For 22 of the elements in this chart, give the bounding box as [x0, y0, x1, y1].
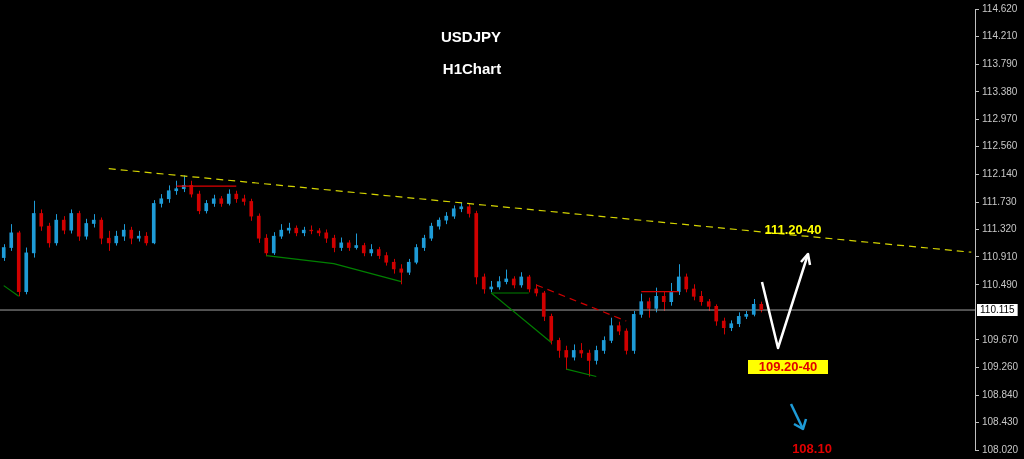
y-tick-label: 112.970 [982, 113, 1018, 124]
y-tick-label: 113.380 [982, 85, 1018, 97]
y-tick-label: 109.670 [982, 333, 1019, 345]
y-tick-label: 111.730 [982, 195, 1018, 207]
y-tick-label: 110.910 [982, 250, 1018, 262]
y-tick-label: 109.260 [982, 360, 1019, 372]
y-tick-label: 108.020 [982, 443, 1019, 455]
y-tick-label: 114.210 [982, 30, 1018, 42]
y-tick-label: 112.560 [982, 140, 1018, 152]
y-tick-label: 108.430 [982, 416, 1019, 428]
text: USDJPY [440, 28, 502, 46]
annotation: 111.20-40 [764, 221, 822, 237]
y-tick-label: 112.140 [982, 168, 1018, 180]
y-tick-label: 113.790 [982, 58, 1018, 70]
y-tick-label: 108.840 [982, 388, 1019, 400]
text: H1Chart [442, 60, 502, 78]
y-tick-label: 110.490 [982, 278, 1018, 290]
y-tick-label: 114.620 [982, 2, 1018, 14]
annotation: 109.20-40 [758, 358, 818, 374]
y-tick-label: 111.320 [982, 223, 1018, 235]
annotation: 108.10 [792, 440, 832, 456]
ref-line-label: 110.115 [980, 303, 1016, 315]
